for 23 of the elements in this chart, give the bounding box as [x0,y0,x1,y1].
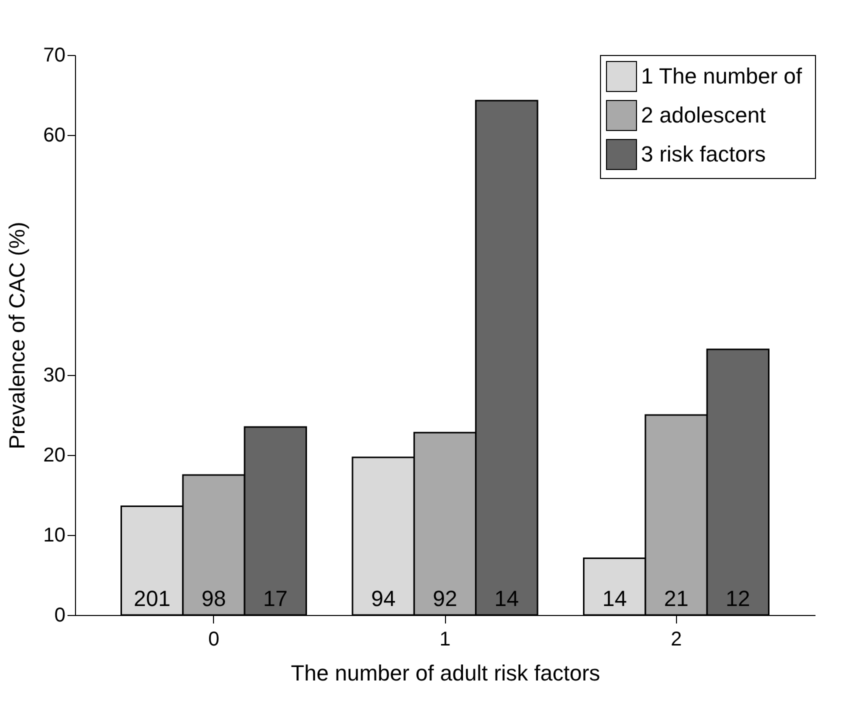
y-axis-title: Prevalence of CAC (%) [4,222,30,450]
legend-label: 2 adolescent [641,102,766,128]
x-axis-title: The number of adult risk factors [290,660,600,686]
y-tick-label: 20 [43,444,66,466]
y-tick-label: 30 [43,364,66,386]
y-tick-label: 0 [54,604,66,626]
x-tick-label: 0 [208,628,220,650]
y-tick-label: 60 [43,124,66,146]
annotation: 12 [726,586,750,611]
annotation: 17 [263,586,288,611]
x-tick-label: 2 [670,628,682,650]
legend-label: 1 The number of [641,64,803,88]
annotation: 14 [494,586,519,611]
annotation: 21 [664,586,688,611]
y-tick-label: 70 [43,44,66,66]
annotation: 98 [202,586,226,611]
annotation: 94 [371,586,396,611]
annotation: 14 [602,586,627,611]
x-tick-label: 1 [439,628,451,650]
annotation: 92 [432,586,458,611]
legend-label: 3 risk factors [641,142,766,166]
y-tick-label: 10 [43,524,66,546]
annotation: 201 [134,586,170,611]
